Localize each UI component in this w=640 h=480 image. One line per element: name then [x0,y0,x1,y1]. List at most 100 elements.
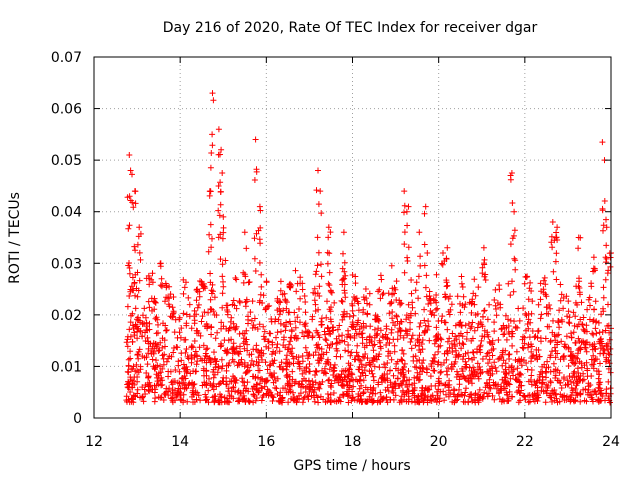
data-point [135,233,142,240]
data-point [200,342,207,349]
data-point [324,298,330,305]
data-point [566,314,573,321]
data-point [178,350,185,357]
data-point [419,346,426,353]
data-point [355,300,362,307]
data-point [327,316,334,323]
data-point [297,295,304,302]
data-point [167,291,174,298]
data-point [190,381,197,388]
data-point [314,290,321,297]
data-point [384,360,391,366]
data-point [124,303,131,310]
data-point [607,263,614,270]
data-point [355,353,362,360]
data-point [572,313,579,320]
data-point [132,188,139,195]
data-point [516,356,522,363]
data-point [478,337,485,344]
data-point [603,216,609,223]
data-point [434,305,441,312]
data-point [403,377,410,384]
data-point [409,382,416,388]
data-point [552,372,559,379]
data-point [305,352,312,359]
data-point [421,262,428,269]
data-point [349,302,356,309]
data-point [134,328,141,335]
data-point [215,207,222,214]
data-point [446,335,453,342]
data-point [388,262,395,269]
data-point [396,297,403,304]
data-point [371,363,378,370]
data-point [366,334,373,341]
data-point [245,313,251,320]
data-point [330,372,337,378]
data-point [315,341,322,348]
data-point [185,294,192,301]
data-point [241,271,248,278]
data-point [401,202,408,209]
data-point [459,333,466,340]
x-tick-label: 24 [602,434,620,450]
data-point [443,277,450,284]
data-point [269,339,276,346]
data-point [430,367,437,374]
data-point [556,369,563,376]
data-point [183,346,190,352]
data-point [562,382,569,389]
data-point [339,277,346,284]
data-point [351,335,358,341]
data-point [132,292,138,299]
data-point [507,317,514,324]
data-point [594,356,600,363]
peak-point [127,167,134,174]
data-point [143,275,150,282]
data-point [515,371,521,378]
data-point [166,353,173,360]
data-point [534,384,541,391]
data-point [373,316,380,323]
data-point [571,360,578,367]
data-point [573,283,580,290]
data-point [289,376,296,383]
data-point [302,320,309,327]
data-point [449,330,456,337]
data-point [408,277,415,283]
data-point [425,318,432,325]
data-point [163,358,170,365]
data-point [270,360,277,367]
data-point [176,329,183,336]
data-point [341,268,348,275]
data-point [413,375,420,382]
data-point [274,341,281,348]
data-point [408,290,415,297]
data-point [383,394,390,401]
data-point [468,323,475,330]
data-point [257,380,263,387]
data-point [327,391,334,398]
data-point [460,293,467,300]
data-point [262,359,269,366]
data-point [468,375,475,382]
data-point [197,397,204,404]
y-tick-label: 0.04 [51,205,82,221]
data-point [301,394,308,401]
data-point [283,305,290,312]
data-point [501,325,508,332]
data-point [181,284,188,291]
data-point [318,210,325,217]
data-point [265,338,272,345]
data-point [391,342,398,349]
data-point [224,311,231,318]
data-point [525,399,532,406]
data-point [270,394,277,401]
data-point [212,364,219,371]
data-point [328,304,334,311]
data-point [217,343,224,350]
data-point [284,352,290,359]
data-point [268,372,275,379]
data-point [506,388,513,395]
grid-lines [94,57,611,418]
